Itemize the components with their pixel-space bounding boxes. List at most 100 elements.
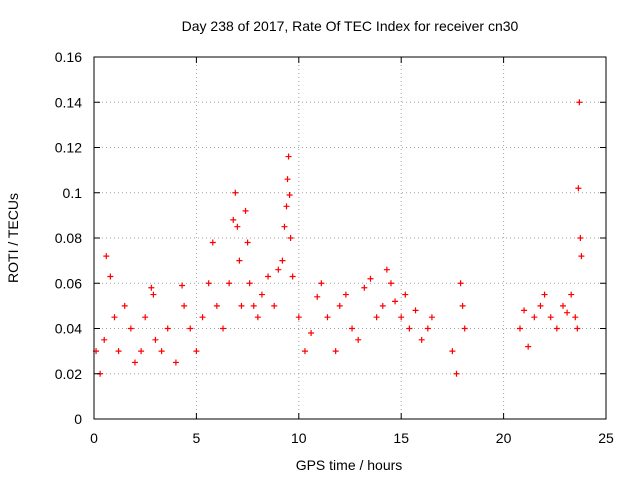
- y-tick-label: 0.14: [55, 94, 82, 110]
- data-point: [379, 302, 386, 309]
- data-point: [349, 325, 356, 332]
- data-point: [103, 253, 110, 260]
- data-point: [281, 223, 288, 230]
- data-point: [387, 280, 394, 287]
- y-tick-label: 0.12: [55, 140, 82, 156]
- data-point: [279, 257, 286, 264]
- data-point: [301, 348, 308, 355]
- y-tick-label: 0.08: [55, 230, 82, 246]
- data-point: [187, 325, 194, 332]
- data-point: [459, 302, 466, 309]
- data-point: [342, 291, 349, 298]
- data-point: [289, 273, 296, 280]
- y-tick-label: 0.1: [63, 185, 83, 201]
- data-point: [449, 348, 456, 355]
- data-point: [367, 275, 374, 282]
- data-point: [287, 235, 294, 241]
- data-point: [230, 216, 237, 223]
- data-point: [111, 314, 118, 321]
- data-point: [575, 185, 582, 192]
- data-point: [355, 336, 362, 343]
- data-point: [131, 359, 138, 366]
- data-point: [537, 302, 544, 309]
- data-point: [525, 343, 532, 350]
- y-axis-label: ROTI / TECUs: [5, 193, 21, 283]
- x-tick-label: 0: [90, 430, 98, 446]
- data-point: [457, 280, 464, 287]
- data-point: [318, 280, 325, 287]
- x-tick-label: 15: [393, 430, 409, 446]
- y-tick-label: 0.04: [55, 321, 82, 337]
- y-tick-label: 0: [74, 411, 82, 427]
- data-point: [250, 302, 257, 309]
- data-point: [576, 99, 583, 106]
- data-point: [258, 291, 265, 298]
- data-point: [295, 314, 302, 321]
- data-point: [461, 325, 468, 332]
- data-point: [236, 257, 243, 264]
- data-point: [559, 302, 566, 309]
- data-point: [564, 309, 571, 316]
- data-point: [164, 325, 171, 332]
- y-tick-labels: 0 0.02 0.04 0.06 0.08 0.1 0.12 0.14 0.16: [55, 49, 82, 427]
- data-point: [234, 223, 241, 230]
- data-point: [232, 189, 239, 196]
- data-point: [308, 330, 315, 337]
- data-point: [205, 280, 212, 287]
- x-tick-label: 10: [291, 430, 307, 446]
- data-point: [265, 273, 272, 280]
- chart-title: Day 238 of 2017, Rate Of TEC Index for r…: [182, 18, 519, 34]
- data-point: [220, 325, 227, 332]
- data-point: [547, 314, 554, 321]
- data-point: [254, 314, 261, 321]
- data-point: [127, 325, 134, 332]
- data-point: [574, 325, 581, 332]
- data-point: [568, 291, 575, 298]
- x-tick-label: 20: [496, 430, 512, 446]
- data-point: [383, 266, 390, 273]
- x-axis-label: GPS time / hours: [296, 457, 403, 473]
- data-point: [193, 348, 200, 355]
- x-tick-label: 5: [193, 430, 201, 446]
- data-point: [150, 291, 157, 298]
- data-point: [285, 153, 292, 160]
- data-point: [361, 284, 368, 291]
- x-tick-label: 25: [598, 430, 614, 446]
- data-point: [246, 280, 253, 287]
- data-point: [115, 348, 122, 355]
- data-point: [238, 302, 245, 309]
- data-point: [152, 336, 159, 343]
- data-point: [418, 336, 425, 343]
- data-point: [138, 348, 145, 355]
- data-point: [199, 314, 206, 321]
- data-point: [101, 336, 108, 343]
- x-tick-labels: 0 5 10 15 20 25: [90, 430, 614, 446]
- data-point: [572, 314, 579, 321]
- points-layer: [93, 99, 585, 377]
- data-point: [516, 325, 523, 332]
- data-point: [226, 280, 233, 287]
- data-point: [373, 314, 380, 321]
- data-point: [213, 302, 220, 309]
- data-point: [181, 302, 188, 309]
- y-tick-label: 0.02: [55, 366, 82, 382]
- grid: [94, 57, 606, 419]
- data-point: [553, 325, 560, 332]
- data-point: [209, 239, 216, 246]
- data-point: [453, 370, 460, 377]
- data-point: [577, 235, 584, 241]
- data-point: [424, 325, 431, 332]
- data-point: [283, 203, 290, 210]
- data-point: [158, 348, 165, 355]
- data-point: [148, 284, 155, 291]
- data-point: [398, 314, 405, 321]
- data-point: [406, 325, 413, 332]
- data-point: [336, 302, 343, 309]
- data-point: [332, 348, 339, 355]
- data-point: [172, 359, 179, 366]
- data-point: [244, 239, 251, 246]
- tick-marks: [93, 56, 607, 420]
- data-point: [578, 253, 585, 260]
- data-point: [402, 291, 409, 298]
- data-point: [242, 207, 249, 214]
